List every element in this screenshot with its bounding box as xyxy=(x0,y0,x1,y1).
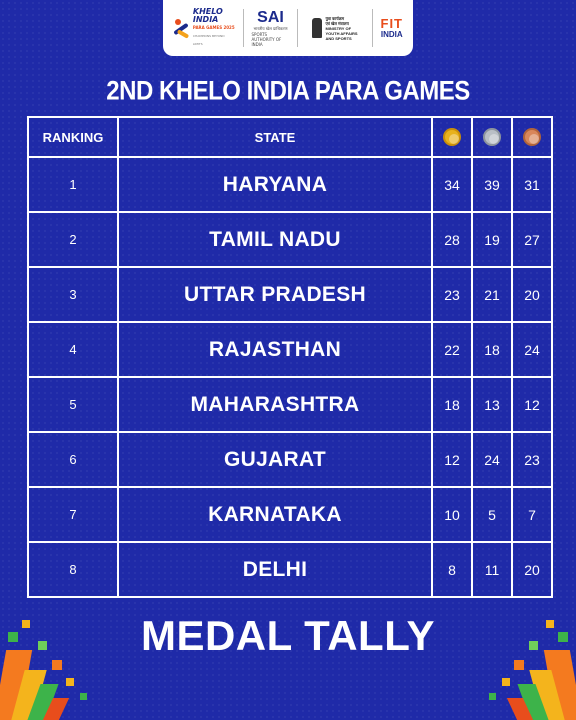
state-cell: DELHI xyxy=(117,541,433,598)
silver-count: 13 xyxy=(471,376,513,433)
ministry-logo: युवा कार्यक्रम एवं खेल मंत्रालय MINISTRY… xyxy=(306,16,364,41)
rank-cell: 2 xyxy=(27,211,119,268)
ministry-line5: AND SPORTS xyxy=(325,35,352,41)
silver-count: 11 xyxy=(471,541,513,598)
gold-medal-icon xyxy=(443,128,461,146)
medal-table: RANKING STATE 1 HARYANA 34 39 31 2 TAMIL… xyxy=(27,116,553,598)
rank-cell: 3 xyxy=(27,266,119,323)
logo-strip: KHELO INDIA PARA GAMES 2025 CHAMPIONS BE… xyxy=(163,0,413,56)
khelo-line1: KHELO xyxy=(192,7,223,16)
gold-count: 23 xyxy=(431,266,473,323)
state-cell: KARNATAKA xyxy=(117,486,433,543)
khelo-india-mark-icon xyxy=(173,17,191,39)
khelo-line3: PARA GAMES 2025 xyxy=(192,25,235,30)
header-ranking: RANKING xyxy=(27,116,119,158)
table-row: 3 UTTAR PRADESH 23 21 20 xyxy=(27,266,553,323)
table-row: 2 TAMIL NADU 28 19 27 xyxy=(27,211,553,268)
silver-count: 5 xyxy=(471,486,513,543)
state-cell: MAHARASHTRA xyxy=(117,376,433,433)
decorative-pattern-right xyxy=(466,600,576,720)
logo-divider xyxy=(371,9,373,47)
sai-name: SAI xyxy=(257,8,284,26)
page-title: 2ND KHELO INDIA PARA GAMES xyxy=(106,76,470,107)
ministry-line3: MINISTRY OF xyxy=(325,25,352,31)
rank-cell: 5 xyxy=(27,376,119,433)
silver-count: 24 xyxy=(471,431,513,488)
table-row: 5 MAHARASHTRA 18 13 12 xyxy=(27,376,553,433)
bronze-count: 20 xyxy=(511,541,553,598)
fit-line2: INDIA xyxy=(380,30,403,39)
table-row: 7 KARNATAKA 10 5 7 xyxy=(27,486,553,543)
decorative-pattern-left xyxy=(0,600,110,720)
khelo-line4: CHAMPIONS BEYOND LIMITS xyxy=(192,34,225,46)
khelo-line2: INDIA xyxy=(192,15,219,24)
silver-count: 19 xyxy=(471,211,513,268)
table-row: 1 HARYANA 34 39 31 xyxy=(27,156,553,213)
header-silver xyxy=(471,116,513,158)
bronze-count: 27 xyxy=(511,211,553,268)
ministry-line4: YOUTH AFFAIRS xyxy=(325,30,358,36)
sai-sub1: भारतीय खेल प्राधिकरण xyxy=(253,25,288,31)
gold-count: 18 xyxy=(431,376,473,433)
ministry-line2: एवं खेल मंत्रालय xyxy=(325,20,349,26)
rank-cell: 7 xyxy=(27,486,119,543)
silver-medal-icon xyxy=(483,128,501,146)
logo-divider xyxy=(297,9,299,47)
sai-sub2: SPORTS AUTHORITY OF INDIA xyxy=(251,31,282,47)
bronze-count: 23 xyxy=(511,431,553,488)
table-header-row: RANKING STATE xyxy=(27,116,553,158)
gold-count: 34 xyxy=(431,156,473,213)
header-state: STATE xyxy=(117,116,433,158)
silver-count: 39 xyxy=(471,156,513,213)
bronze-count: 24 xyxy=(511,321,553,378)
ministry-line1: युवा कार्यक्रम xyxy=(325,15,345,21)
state-cell: TAMIL NADU xyxy=(117,211,433,268)
rank-cell: 8 xyxy=(27,541,119,598)
silver-count: 21 xyxy=(471,266,513,323)
gold-count: 8 xyxy=(431,541,473,598)
sai-logo: SAI भारतीय खेल प्राधिकरण SPORTS AUTHORIT… xyxy=(251,8,290,47)
bronze-count: 7 xyxy=(511,486,553,543)
bronze-count: 20 xyxy=(511,266,553,323)
gold-count: 28 xyxy=(431,211,473,268)
bronze-count: 12 xyxy=(511,376,553,433)
fit-india-logo: FIT INDIA xyxy=(381,17,404,39)
rank-cell: 4 xyxy=(27,321,119,378)
table-row: 4 RAJASTHAN 22 18 24 xyxy=(27,321,553,378)
gold-count: 10 xyxy=(431,486,473,543)
header-gold xyxy=(431,116,473,158)
rank-cell: 6 xyxy=(27,431,119,488)
bronze-count: 31 xyxy=(511,156,553,213)
fit-line1: FIT xyxy=(380,16,403,31)
state-cell: GUJARAT xyxy=(117,431,433,488)
state-cell: UTTAR PRADESH xyxy=(117,266,433,323)
national-emblem-icon xyxy=(312,18,323,38)
state-cell: RAJASTHAN xyxy=(117,321,433,378)
bronze-medal-icon xyxy=(523,128,541,146)
header-bronze xyxy=(511,116,553,158)
state-cell: HARYANA xyxy=(117,156,433,213)
gold-count: 22 xyxy=(431,321,473,378)
silver-count: 18 xyxy=(471,321,513,378)
logo-divider xyxy=(242,9,244,47)
rank-cell: 1 xyxy=(27,156,119,213)
gold-count: 12 xyxy=(431,431,473,488)
footer-title: MEDAL TALLY xyxy=(140,612,436,659)
khelo-india-logo: KHELO INDIA PARA GAMES 2025 CHAMPIONS BE… xyxy=(173,8,235,48)
table-row: 6 GUJARAT 12 24 23 xyxy=(27,431,553,488)
table-row: 8 DELHI 8 11 20 xyxy=(27,541,553,598)
